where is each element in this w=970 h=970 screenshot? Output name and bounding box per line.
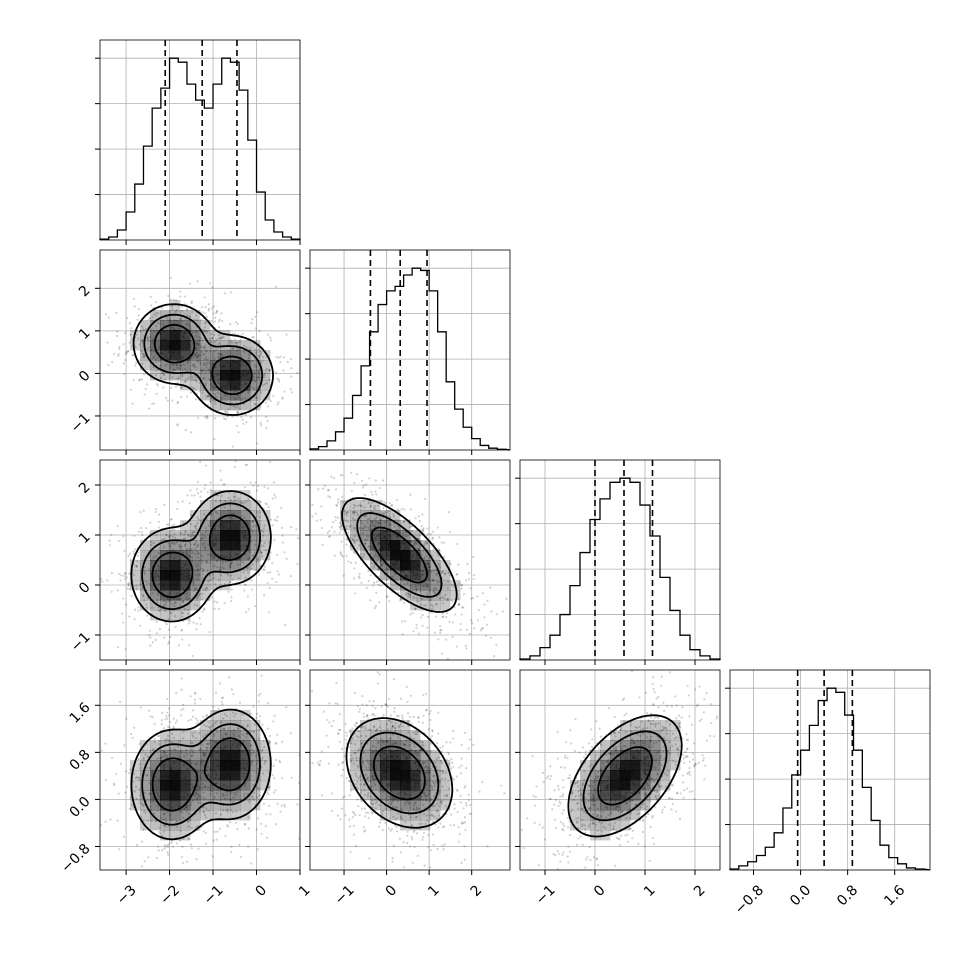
x-tick-label: 0	[591, 882, 609, 900]
pair-panel-1-3	[305, 669, 511, 875]
x-tick-label: 2	[691, 882, 709, 900]
y-tick-label: −1	[68, 410, 94, 436]
hist-panel-3	[725, 669, 931, 875]
y-tick-label: 2	[76, 283, 94, 301]
density-cells	[350, 720, 451, 831]
contour-line	[132, 303, 274, 416]
contour-line	[372, 745, 426, 801]
pair-panel-0-3	[95, 669, 301, 875]
contour-line	[141, 502, 261, 610]
contour-line	[582, 730, 668, 822]
x-tick-label: 1.6	[881, 882, 908, 909]
histogram-line	[309, 267, 511, 451]
contour-line	[597, 746, 653, 806]
panel-frame	[99, 249, 301, 451]
x-tick-label: 0	[253, 882, 271, 900]
histogram-line	[99, 57, 301, 240]
density-cells	[130, 300, 271, 411]
x-tick-label: −1	[533, 882, 559, 908]
panel-frame	[519, 459, 721, 661]
panel-frame	[99, 39, 301, 241]
x-tick-label: 1	[296, 882, 314, 900]
y-tick-label: 0	[76, 368, 94, 386]
contour-line	[356, 512, 443, 598]
y-tick-label: 1	[76, 325, 94, 343]
density-cells	[130, 710, 271, 841]
contour-line	[370, 526, 428, 584]
contour-line	[141, 723, 261, 826]
pair-panel-2-3	[515, 669, 721, 875]
y-tick-label: 1.6	[67, 700, 94, 727]
density-cells	[340, 500, 461, 611]
panel-frame	[309, 669, 511, 871]
x-tick-label: 0.8	[834, 882, 861, 909]
contour-line	[130, 490, 272, 623]
contour-line	[359, 731, 440, 815]
y-tick-label: 2	[76, 479, 94, 497]
x-tick-label: 0.0	[787, 882, 814, 909]
hist-panel-0	[95, 39, 301, 245]
pair-panel-1-2	[305, 459, 511, 665]
x-tick-label: 1	[641, 882, 659, 900]
panel-frame	[99, 669, 301, 871]
histogram-line	[519, 477, 721, 660]
y-tick-label: 0.0	[67, 794, 94, 821]
y-tick-label: 0	[76, 579, 94, 597]
pair-panel-0-1	[95, 249, 301, 455]
contour-line	[341, 497, 458, 613]
contour-line	[151, 514, 251, 599]
panel-frame	[309, 249, 511, 451]
y-tick-label: −1	[68, 629, 94, 655]
histogram-line	[729, 687, 931, 871]
contour-line	[567, 714, 683, 838]
panel-frame	[309, 459, 511, 661]
x-tick-label: −1	[332, 882, 358, 908]
hist-panel-2	[515, 459, 721, 665]
x-tick-label: −2	[157, 882, 183, 908]
x-tick-label: 1	[425, 882, 443, 900]
contour-line	[143, 313, 264, 406]
panel-frame	[99, 459, 301, 661]
contour-line	[151, 737, 251, 812]
x-tick-label: −3	[114, 882, 140, 908]
x-tick-label: −1	[201, 882, 227, 908]
panel-frame	[729, 669, 931, 871]
x-tick-label: −0.8	[732, 882, 767, 917]
y-tick-label: 1	[76, 529, 94, 547]
density-cells	[130, 490, 271, 621]
contour-line	[153, 324, 253, 396]
panel-frame	[519, 669, 721, 871]
y-tick-label: 0.8	[67, 747, 94, 774]
contour-line	[130, 708, 272, 841]
contour-line	[345, 717, 454, 829]
x-tick-label: 0	[383, 882, 401, 900]
x-tick-label: 2	[468, 882, 486, 900]
hist-panel-1	[305, 249, 511, 455]
pair-panel-0-2	[95, 459, 301, 665]
y-tick-label: −0.8	[58, 841, 93, 876]
